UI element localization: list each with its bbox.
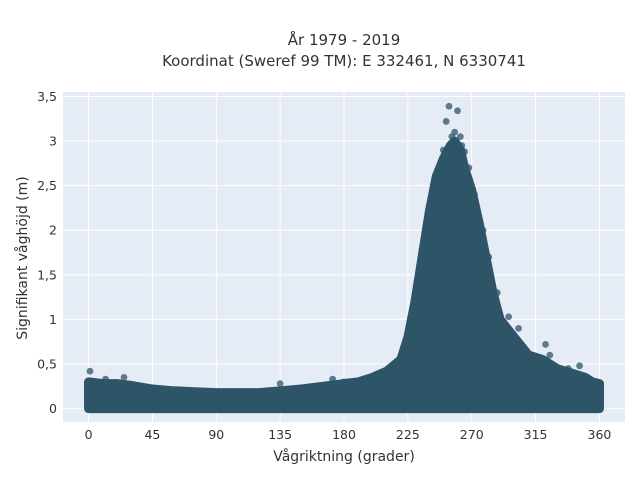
data-point bbox=[505, 313, 513, 321]
data-point bbox=[120, 374, 128, 381]
y-tick-label: 1 bbox=[49, 312, 57, 327]
y-tick-label: 3,5 bbox=[37, 89, 57, 104]
data-point bbox=[451, 128, 459, 136]
data-point bbox=[437, 173, 444, 181]
data-point bbox=[542, 341, 549, 348]
data-point bbox=[445, 102, 453, 110]
y-tick-label: 3 bbox=[49, 134, 57, 149]
data-point bbox=[515, 324, 522, 332]
x-tick-label: 360 bbox=[588, 427, 612, 442]
y-tick-label: 1,5 bbox=[37, 267, 57, 282]
data-point bbox=[471, 191, 478, 198]
chart-title: År 1979 - 2019 bbox=[288, 30, 401, 49]
data-point bbox=[461, 148, 469, 156]
point-cloud bbox=[84, 136, 604, 414]
point-density-area bbox=[84, 136, 604, 414]
y-tick-label: 2,5 bbox=[37, 178, 57, 193]
data-point bbox=[276, 380, 284, 388]
x-tick-label: 180 bbox=[332, 427, 356, 442]
y-tick-label: 2 bbox=[49, 223, 57, 238]
x-tick-label: 90 bbox=[208, 427, 224, 442]
data-point bbox=[86, 367, 94, 375]
x-axis-title: Vågriktning (grader) bbox=[273, 448, 415, 465]
data-point bbox=[458, 142, 466, 149]
chart-subtitle: Koordinat (Sweref 99 TM): E 332461, N 63… bbox=[162, 52, 526, 70]
data-point bbox=[102, 375, 109, 383]
x-tick-label: 270 bbox=[460, 427, 484, 442]
data-point bbox=[576, 362, 583, 370]
data-point bbox=[465, 164, 473, 172]
x-tick-label: 315 bbox=[524, 427, 548, 442]
data-point bbox=[454, 107, 461, 115]
data-point bbox=[485, 253, 493, 261]
y-tick-label: 0 bbox=[49, 401, 57, 416]
data-point bbox=[442, 118, 450, 125]
data-points bbox=[86, 102, 583, 388]
data-point bbox=[340, 378, 348, 386]
data-point bbox=[456, 133, 464, 140]
x-tick-label: 45 bbox=[144, 427, 160, 442]
data-point bbox=[493, 289, 501, 297]
y-tick-label: 0,5 bbox=[37, 357, 57, 372]
x-tick-label: 225 bbox=[396, 427, 420, 442]
data-point bbox=[439, 146, 447, 154]
data-point bbox=[479, 226, 487, 234]
data-point bbox=[546, 351, 554, 359]
tick-labels: 0 45 90 135 180 225 270 315 360 0 0,5 1 1,5 2 2,5 3 3,5 bbox=[37, 89, 611, 442]
x-tick-label: 135 bbox=[268, 427, 292, 442]
data-point bbox=[428, 200, 436, 207]
data-point bbox=[329, 375, 337, 383]
y-axis-title: Signifikant våghöjd (m) bbox=[14, 176, 31, 339]
x-tick-label: 0 bbox=[85, 427, 93, 442]
data-point bbox=[564, 365, 572, 372]
